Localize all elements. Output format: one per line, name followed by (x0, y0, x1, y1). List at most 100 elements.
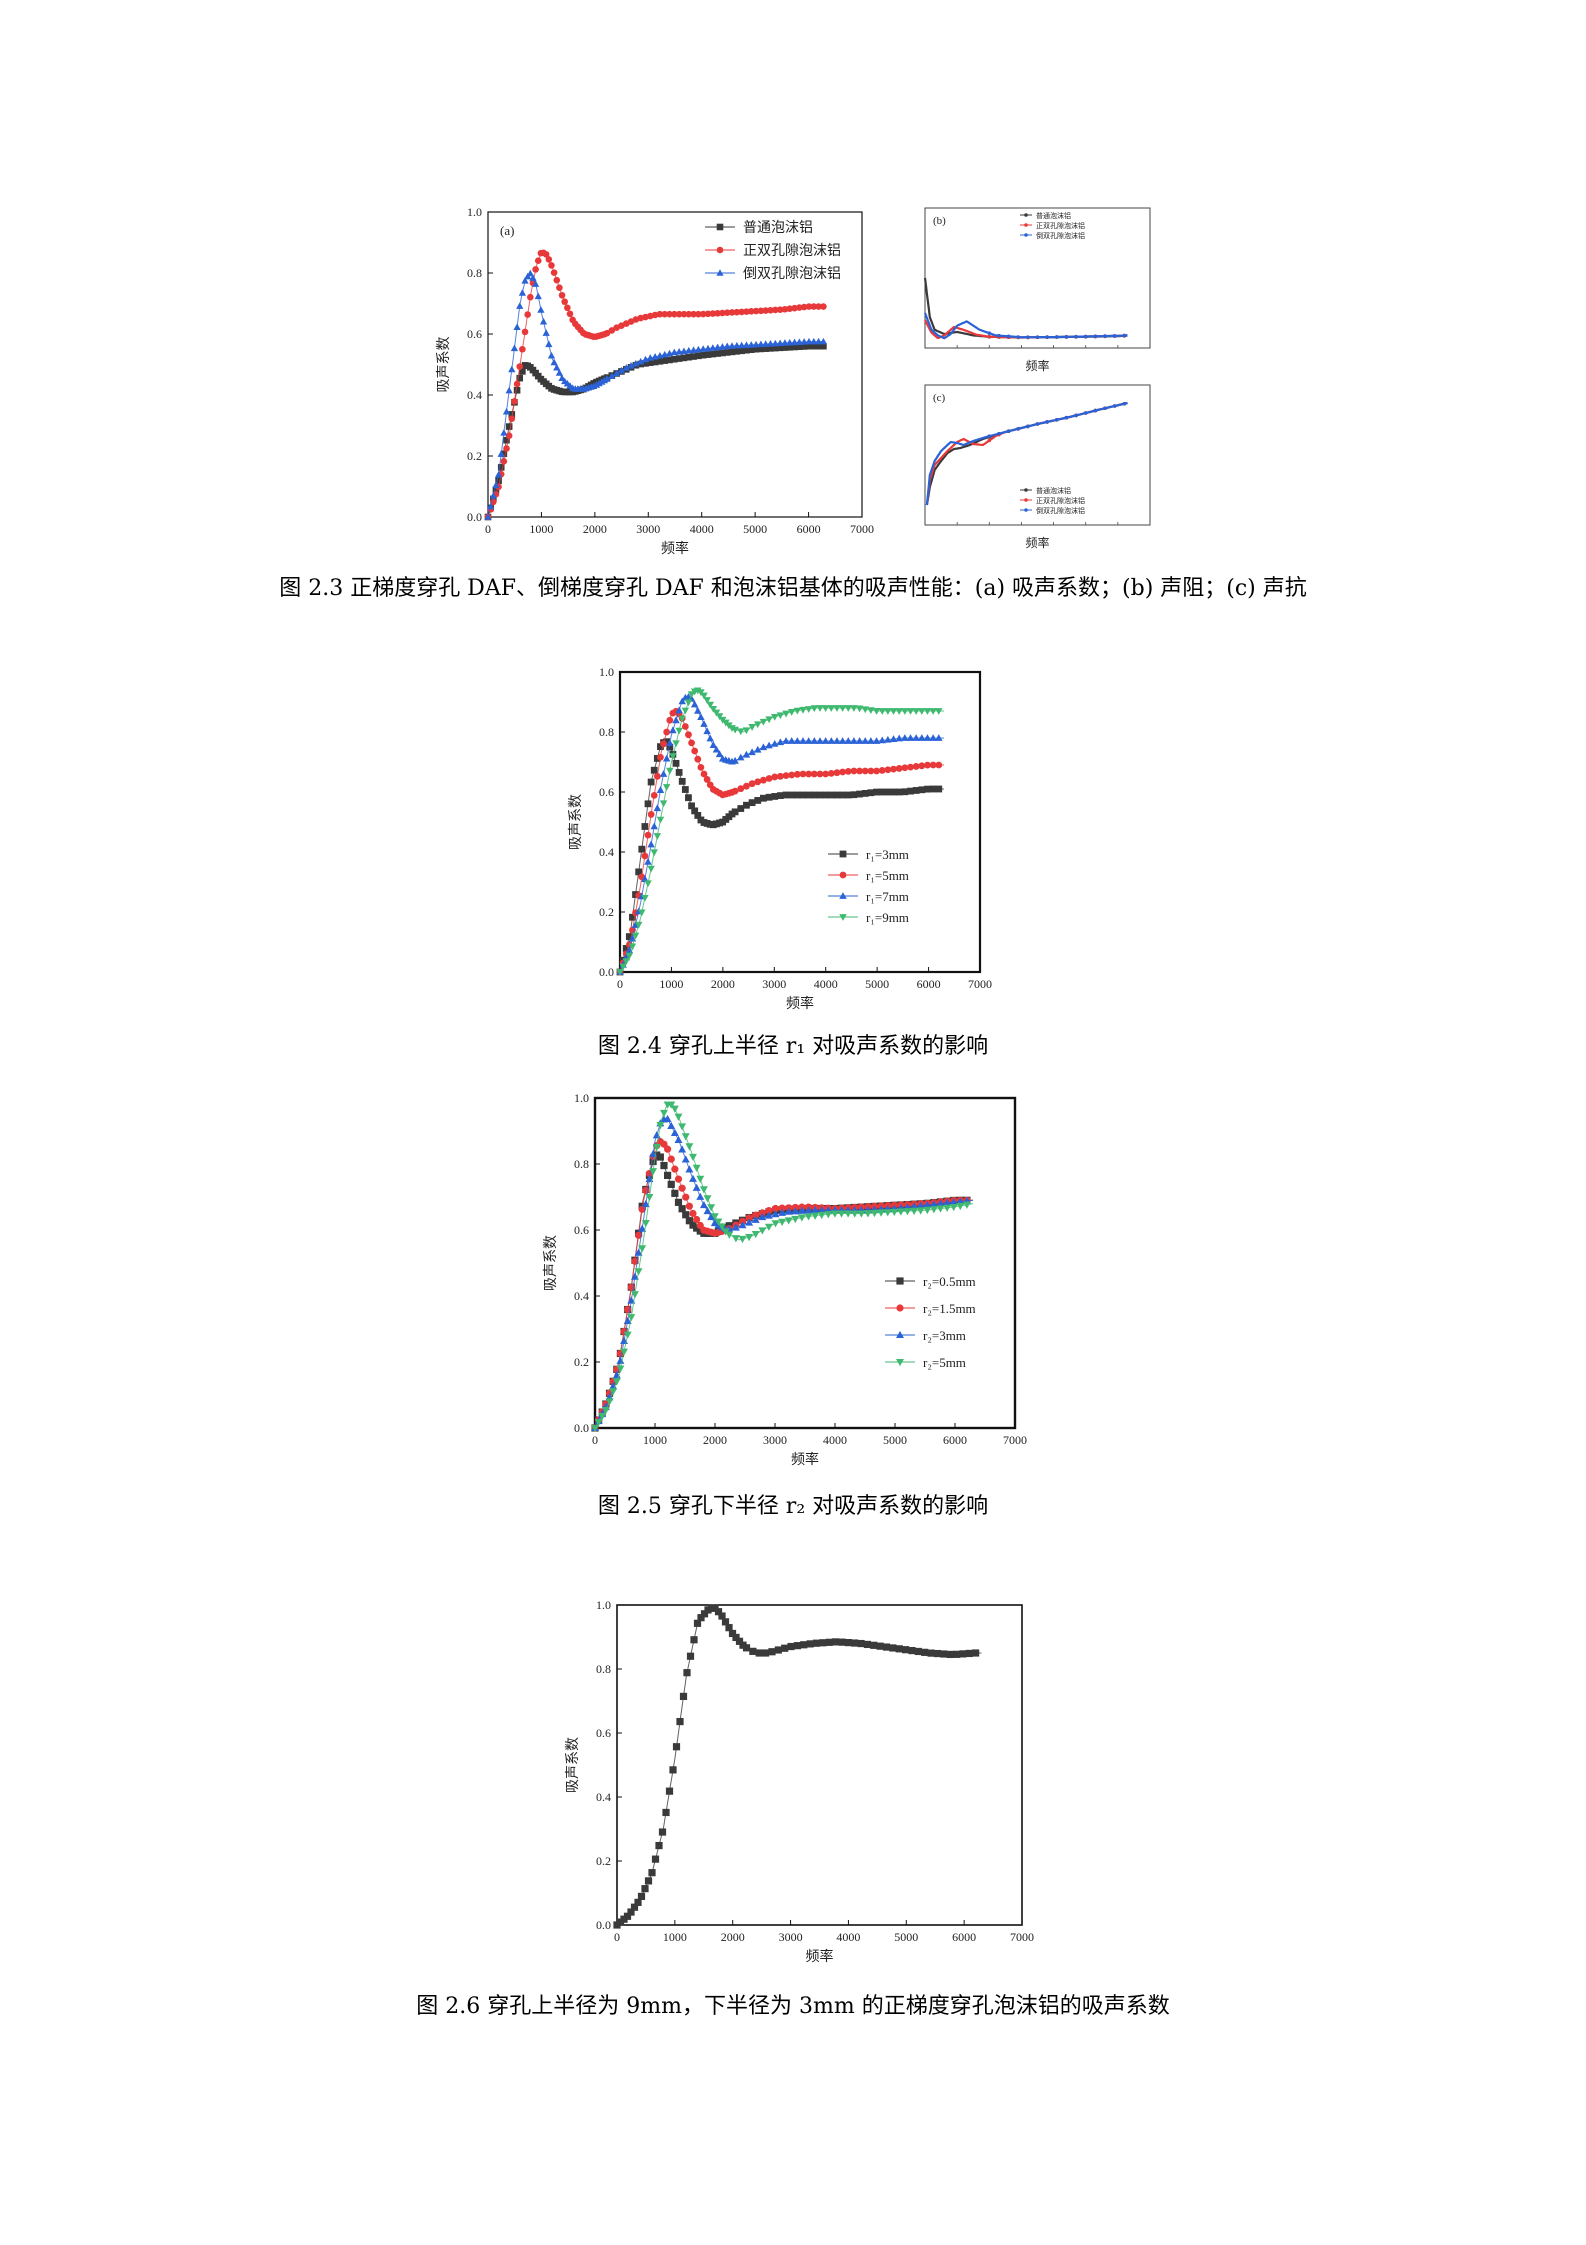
data-point (609, 1388, 618, 1396)
data-point (641, 1885, 649, 1893)
x-tick-label: 1000 (529, 522, 553, 536)
data-point (634, 1248, 643, 1256)
data-point (667, 1101, 676, 1109)
data-point (997, 431, 1001, 436)
data-point (637, 357, 645, 365)
data-point (513, 386, 521, 394)
data-point (757, 307, 765, 315)
data-point (902, 1646, 910, 1654)
data-point (505, 423, 513, 430)
data-point (1112, 334, 1117, 338)
data-point (1026, 335, 1030, 339)
data-point (916, 1207, 925, 1215)
series-4 (616, 687, 944, 976)
data-point (634, 1268, 643, 1276)
data-point (545, 256, 553, 263)
data-point (805, 791, 813, 799)
data-point (641, 852, 649, 860)
data-point (678, 1205, 686, 1213)
data-point (695, 310, 702, 318)
y-tick-label: 0.0 (574, 1421, 589, 1435)
data-point (650, 791, 658, 799)
data-point (839, 768, 847, 776)
data-point (776, 738, 785, 746)
series-line (923, 312, 1128, 340)
data-point (693, 1619, 702, 1627)
data-point (806, 1640, 814, 1648)
data-point (738, 1221, 747, 1229)
data-point (1035, 422, 1040, 426)
legend-marker (1024, 223, 1028, 227)
data-point (810, 342, 818, 350)
data-point (644, 1877, 653, 1885)
data-point (844, 1638, 852, 1647)
data-point (647, 811, 655, 818)
data-point (620, 1348, 628, 1356)
data-point (863, 1640, 872, 1649)
data-point (625, 933, 633, 941)
legend-label: 正双孔隙泡沫铝 (1036, 221, 1085, 230)
y-tick-label: 1.0 (467, 205, 482, 219)
data-point (781, 305, 789, 313)
data-point (833, 791, 841, 799)
data-point (956, 1197, 965, 1205)
data-point (748, 799, 756, 807)
x-tick-label: 6000 (943, 1433, 967, 1447)
data-point (697, 1614, 705, 1622)
data-point (500, 458, 508, 465)
data-point (527, 293, 534, 301)
legend-label: r₂=1.5mm (923, 1301, 976, 1316)
data-point (889, 1644, 897, 1652)
series-line (594, 1117, 974, 1429)
data-point (678, 777, 686, 785)
data-point (651, 358, 659, 366)
data-point (821, 705, 830, 712)
data-point (649, 1157, 657, 1166)
data-point (910, 1202, 919, 1210)
data-point (810, 705, 819, 713)
legend-marker (839, 871, 847, 879)
data-point (630, 1903, 639, 1911)
data-point (693, 1215, 701, 1224)
data-point (738, 347, 745, 355)
data-point (641, 1219, 650, 1228)
data-point (685, 1165, 694, 1173)
figure-2-6: 0 1000 2000 3000 4000 5000 6000 7000 0.0 0.2 0.4 0.… (555, 1590, 1035, 1965)
data-point (494, 470, 503, 478)
x-axis-label: 频率 (806, 1948, 834, 1965)
data-point (1093, 408, 1098, 413)
x-axis-label: 频率 (786, 995, 814, 1012)
data-point (766, 340, 775, 347)
data-point (786, 343, 794, 351)
data-point (935, 708, 943, 715)
data-point (634, 1231, 643, 1239)
data-point (742, 341, 751, 348)
data-point (827, 791, 835, 799)
data-point (770, 713, 779, 721)
plot-frame (487, 211, 863, 518)
data-point (692, 1183, 701, 1191)
caption-text: 图 2.3 正梯度穿孔 DAF、倒梯度穿孔 DAF 和泡沫铝基体的吸声性能：(a… (279, 576, 1307, 601)
data-point (748, 724, 756, 731)
data-point (622, 364, 630, 371)
data-point (492, 486, 500, 494)
data-point (759, 743, 768, 751)
gradient-perforated-chart: 0 1000 2000 3000 4000 5000 6000 7000 0.0 0.2 0.4 0.… (565, 1598, 1034, 1965)
data-point (670, 1105, 679, 1113)
data-point (844, 767, 852, 775)
data-point (627, 1314, 636, 1322)
data-point (644, 880, 652, 888)
data-point (685, 731, 692, 739)
data-point (731, 1235, 740, 1243)
data-point (907, 763, 914, 771)
data-point (882, 1643, 891, 1651)
data-point (719, 309, 726, 317)
data-point (771, 1220, 780, 1228)
data-point (884, 735, 892, 743)
x-tick-label: 6000 (797, 522, 821, 536)
x-tick-label: 7000 (1003, 1433, 1027, 1447)
data-point (870, 1641, 878, 1649)
data-point (561, 298, 568, 306)
data-point (771, 793, 779, 800)
data-point (608, 327, 616, 334)
